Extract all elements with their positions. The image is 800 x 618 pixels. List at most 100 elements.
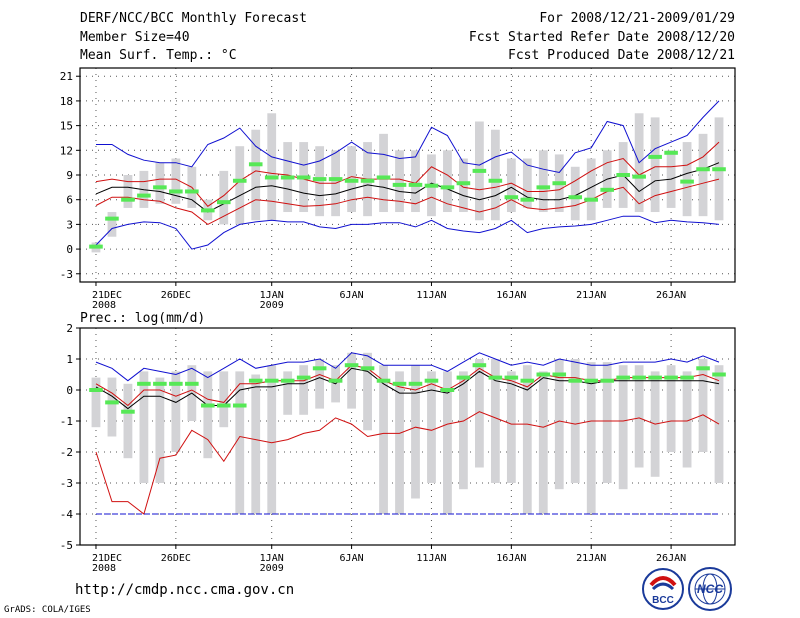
panel2-spread-box [251, 374, 261, 514]
panel1-mean-bar [552, 181, 567, 186]
panel2-x-tick-label: 11JAN [416, 553, 446, 564]
panel2-mean-bar [568, 378, 583, 383]
panel1-mean-bar [89, 244, 103, 249]
panel2-spread-box [155, 377, 165, 483]
panel1-spread-box [155, 162, 165, 204]
ncc-logo-text: NCC [697, 582, 723, 596]
panel2-mean-bar [440, 388, 455, 392]
panel2-y-tick-label: -5 [60, 539, 73, 552]
panel1-minimum-line [95, 215, 720, 250]
panel2-spread-box [315, 359, 325, 409]
panel2-spread-box [91, 377, 101, 428]
panel2-mean-bar [632, 375, 646, 380]
panel2-spread-box [123, 383, 133, 459]
panel1-x-tick-label: 26DEC [161, 290, 191, 301]
panel1-spread-box [443, 150, 452, 213]
panel1-y-tick-label: -3 [60, 268, 73, 281]
panel2-y-tick-label: -1 [60, 415, 73, 428]
panel2-mean-bar [584, 378, 599, 383]
panel1-spread-box [395, 150, 404, 213]
panel2-mean-bar [264, 378, 279, 383]
panel2-mean-bar [328, 378, 343, 383]
panel2-mean-bar [680, 375, 694, 380]
panel1-x-tick-label: 21DEC [92, 290, 122, 301]
panel2-mean-bar [312, 366, 327, 371]
panel1-mean-bar [121, 197, 135, 202]
panel2-spread-box [139, 371, 149, 483]
panel2-mean-bar [137, 381, 151, 386]
panel2-mean-bar [696, 366, 710, 371]
source-url[interactable]: http://cmdp.ncc.cma.gov.cn [75, 582, 295, 598]
panel2-y-tick-label: 2 [66, 322, 73, 335]
panel1-y-tick-label: 0 [66, 243, 73, 256]
panel2-mean-bar [472, 363, 487, 368]
panel2-mean-bar [121, 409, 135, 414]
panel1-maximum-line [96, 100, 720, 174]
panel2-spread-box [506, 371, 516, 483]
panel2-spread-box [522, 365, 532, 514]
panel1-y-tick-label: 9 [66, 169, 73, 182]
panel2-x-tick-label: 26JAN [656, 553, 686, 564]
panel2-maximum-line [95, 352, 720, 382]
panel1-mean-bar [664, 150, 678, 155]
panel2-y-tick-label: 0 [66, 384, 73, 397]
panel1-spread-box [459, 158, 468, 213]
panel1-mean-bar [360, 178, 375, 183]
panel1-y-tick-label: 21 [60, 70, 73, 83]
panel2-x-tick-label: 26DEC [161, 553, 191, 564]
member-size: Member Size=40 [80, 30, 190, 45]
panel2-mean-bar [392, 381, 407, 386]
panel2-mean-bar [424, 378, 439, 383]
panel2-mean-bar [712, 372, 726, 377]
panel2-mean-bar [456, 375, 471, 380]
panel1-x-tick-label: 21JAN [576, 290, 606, 301]
ncc-logo: NCC [688, 567, 732, 611]
bcc-logo-text: BCC [652, 595, 674, 606]
panel2-spread-box [634, 365, 644, 468]
panel1-mean-bar [440, 185, 455, 190]
panel1-spread-box [522, 158, 532, 208]
grads-credit: GrADS: COLA/IGES [4, 605, 91, 615]
panel2-spread-box [602, 362, 612, 483]
panel2-mean-bar [153, 381, 167, 386]
panel2-mean-bar [344, 363, 359, 368]
panel1-mean-bar [504, 195, 519, 200]
panel1-mean-bar [248, 162, 263, 167]
panel2-mean-bar [408, 381, 423, 386]
panel1-mean-bar [680, 179, 694, 184]
panel1-spread-box [490, 129, 500, 221]
panel2-spread-box [203, 371, 213, 459]
panel1-spread-box [107, 212, 117, 237]
panel2-spread-box [347, 352, 356, 409]
bcc-logo: BCC [642, 568, 684, 610]
panel2-spread-box [490, 359, 500, 483]
panel1-mean-bar [312, 177, 327, 182]
panel2-y-tick-label: -4 [60, 508, 74, 521]
panel1-mean-bar [280, 175, 295, 180]
panel2-spread-box [411, 365, 420, 499]
panel1-x-tick-label: 16JAN [496, 290, 526, 301]
panel2-spread-box [459, 371, 468, 490]
fcst-started-date: Fcst Started Refer Date 2008/12/20 [468, 30, 735, 45]
panel2-x-tick-label: 21JAN [576, 553, 606, 564]
panel2-spread-box [570, 359, 580, 483]
panel2-mean-bar [616, 375, 630, 380]
panel2-mean-bar [520, 378, 535, 383]
panel2-spread-box [427, 371, 436, 483]
panel1-x-tick-label: 6JAN [340, 290, 364, 301]
panel2-y-tick-label: -3 [60, 477, 73, 490]
panel1-mean-bar [328, 177, 343, 182]
panel1-spread-box [123, 175, 133, 208]
panel2-spread-box [586, 362, 596, 514]
panel1-y-tick-label: 6 [66, 194, 73, 207]
panel2-lower-percentile-line [95, 411, 720, 515]
panel1-mean-bar [616, 173, 630, 177]
panel1-spread-box [315, 146, 325, 217]
panel2-x-tick-label: 21DEC [92, 553, 122, 564]
panel1-spread-box [586, 158, 596, 221]
panel1-mean-bar [344, 178, 359, 183]
panel1-median-line [95, 162, 720, 213]
panel2-mean-bar [185, 381, 199, 386]
panel1-mean-bar [169, 189, 183, 194]
